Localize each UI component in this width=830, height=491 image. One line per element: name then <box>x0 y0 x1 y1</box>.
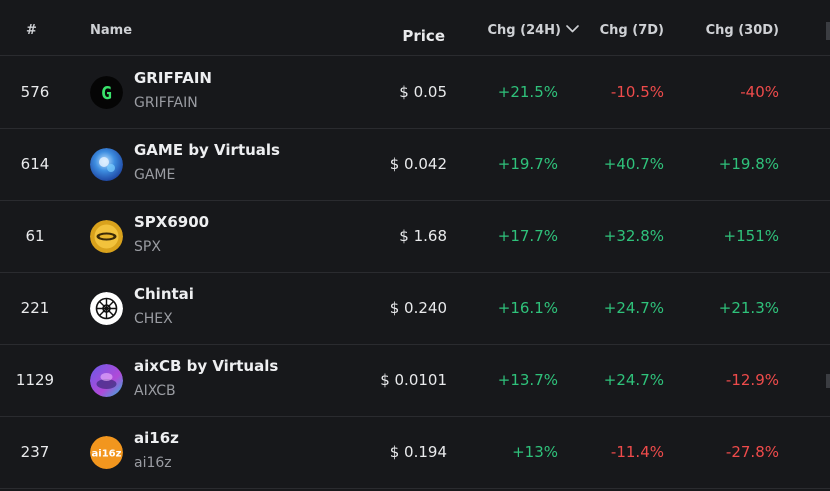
header-name[interactable]: Name <box>90 23 133 38</box>
coin-symbol: CHEX <box>134 311 173 327</box>
chevron-down-icon <box>566 25 579 33</box>
table-row[interactable]: 576 G GRIFFAIN GRIFFAIN $ 0.05 +21.5% -1… <box>0 56 830 129</box>
coin-name[interactable]: GAME by Virtuals <box>134 141 280 159</box>
column-edge-marker <box>826 22 830 40</box>
coin-symbol: GAME <box>134 167 176 183</box>
row-rank: 576 <box>20 83 50 101</box>
svg-text:G: G <box>101 83 112 104</box>
coin-price: $ 0.240 <box>389 299 447 317</box>
table-header: # Name Price Chg (24H) Chg (7D) Chg (30D… <box>0 0 830 56</box>
ai16z-logo-icon: ai16z <box>90 436 123 469</box>
chg-30d-value: +21.3% <box>718 299 779 317</box>
row-rank: 221 <box>20 299 50 317</box>
row-rank: 61 <box>25 227 45 245</box>
coin-name[interactable]: ai16z <box>134 429 179 447</box>
table-row[interactable]: 61 SPX6900 SPX $ 1.68 +17.7% +32.8% +151… <box>0 200 830 273</box>
griffain-logo-icon: G <box>90 76 123 109</box>
coin-symbol: GRIFFAIN <box>134 95 198 111</box>
chg-7d-value: +40.7% <box>603 155 664 173</box>
coin-name[interactable]: SPX6900 <box>134 213 210 231</box>
coin-symbol: ai16z <box>134 455 172 471</box>
chintai-logo-icon <box>90 292 123 325</box>
table-row[interactable]: 1129 aixCB by Virtuals AIXCB $ 0.0101 +1… <box>0 344 830 417</box>
coin-symbol: SPX <box>134 239 161 255</box>
coin-name[interactable]: aixCB by Virtuals <box>134 357 279 375</box>
coin-price: $ 0.194 <box>389 443 447 461</box>
table-row[interactable]: 237 ai16z ai16z ai16z $ 0.194 +13% -11.4… <box>0 416 830 489</box>
header-chg-7d[interactable]: Chg (7D) <box>599 23 664 38</box>
chg-24h-value: +17.7% <box>497 227 558 245</box>
table-row[interactable]: 221 Chintai CHEX $ 0.240 +16.1% +24.7% +… <box>0 272 830 345</box>
coin-name[interactable]: GRIFFAIN <box>134 69 212 87</box>
chg-30d-value: -40% <box>740 83 779 101</box>
header-chg-24h-label: Chg (24H) <box>487 23 561 38</box>
table-row[interactable]: 614 GAME by Virtuals GAME $ 0.042 +19.7%… <box>0 128 830 201</box>
header-rank[interactable]: # <box>26 23 37 38</box>
svg-text:ai16z: ai16z <box>92 449 122 460</box>
chg-30d-value: -12.9% <box>725 371 779 389</box>
header-chg-30d[interactable]: Chg (30D) <box>705 23 779 38</box>
chg-30d-value: -27.8% <box>725 443 779 461</box>
coin-symbol: AIXCB <box>134 383 176 399</box>
chg-7d-value: +32.8% <box>603 227 664 245</box>
chg-24h-value: +19.7% <box>497 155 558 173</box>
coin-price: $ 0.0101 <box>380 371 447 389</box>
chg-7d-value: -11.4% <box>610 443 664 461</box>
chg-24h-value: +13.7% <box>497 371 558 389</box>
header-price[interactable]: Price <box>402 27 445 45</box>
coin-price: $ 0.042 <box>389 155 447 173</box>
game-logo-icon <box>90 148 123 181</box>
spx-logo-icon <box>90 220 123 253</box>
chg-24h-value: +21.5% <box>497 83 558 101</box>
coin-price: $ 1.68 <box>399 227 447 245</box>
header-chg-24h[interactable]: Chg (24H) <box>488 0 579 55</box>
row-rank: 237 <box>20 443 50 461</box>
chg-24h-value: +16.1% <box>497 299 558 317</box>
chg-7d-value: +24.7% <box>603 371 664 389</box>
chg-7d-value: -10.5% <box>610 83 664 101</box>
column-edge-marker <box>826 374 830 388</box>
chg-24h-value: +13% <box>512 443 558 461</box>
chg-30d-value: +151% <box>723 227 779 245</box>
chg-30d-value: +19.8% <box>718 155 779 173</box>
row-rank: 1129 <box>15 371 55 389</box>
coin-price: $ 0.05 <box>399 83 447 101</box>
chg-7d-value: +24.7% <box>603 299 664 317</box>
row-rank: 614 <box>20 155 50 173</box>
coin-name[interactable]: Chintai <box>134 285 194 303</box>
aixcb-logo-icon <box>90 364 123 397</box>
